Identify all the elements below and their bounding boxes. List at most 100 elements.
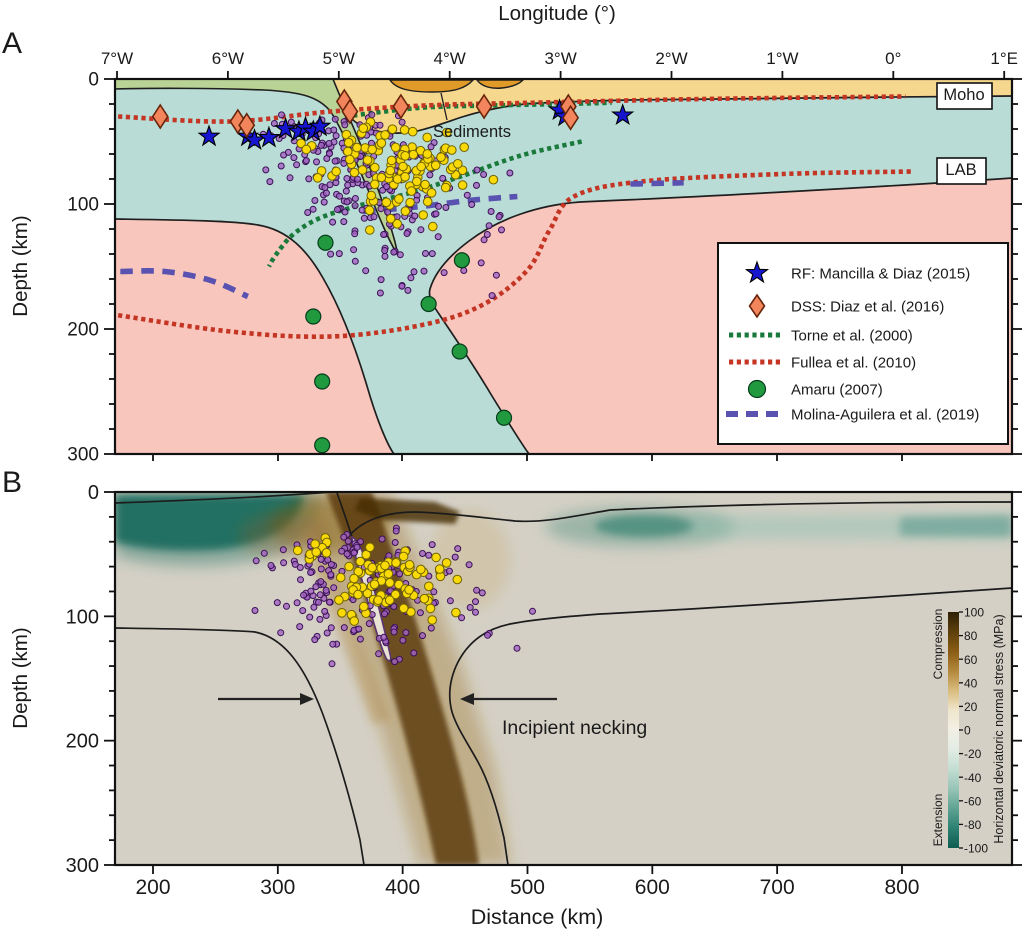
distance-tick-label: 800 <box>884 876 919 899</box>
panel-a-axes: 7°W 6°W 5°W 4°W 3°W 2°W 1°W 0° 1°E 0 100 200 300 <box>67 49 1022 466</box>
rf-star <box>274 116 298 139</box>
lon-tick-label: 1°E <box>990 49 1018 68</box>
lon-tick-label: 6°W <box>212 49 244 68</box>
dss-diamond <box>151 103 169 130</box>
colorbar-compression-label: Compression <box>931 609 945 680</box>
depth-tick-label: 200 <box>66 731 99 753</box>
rf-star <box>308 114 332 137</box>
dss-diamond <box>392 93 410 120</box>
series-circle <box>305 234 513 454</box>
distance-axis-title: Distance (km) <box>471 905 604 929</box>
lab-label: LAB <box>945 161 976 179</box>
legend: RF: Mancilla & Diaz (2015) DSS: Diaz et a… <box>717 242 1009 445</box>
colorbar-tick-label: -100 <box>964 842 988 856</box>
model-contour <box>115 627 365 865</box>
model-contour <box>349 501 1012 536</box>
legend-item-1: RF: Mancilla & Diaz (2015) <box>744 260 970 284</box>
depth-tick-label: 300 <box>66 855 99 877</box>
panel-a: RF: Mancilla & Diaz (2015) DSS: Diaz et a… <box>67 49 1022 466</box>
colorbar-tick-label: -80 <box>964 818 982 832</box>
legend-label: RF: Mancilla & Diaz (2015) <box>791 265 970 282</box>
legend-item-2: DSS: Diaz et al. (2016) <box>748 293 944 319</box>
lon-tick-label: 3°W <box>544 49 576 68</box>
amaru-circle <box>317 234 334 251</box>
colorbar-tick-label: 20 <box>964 700 978 714</box>
colorbar-ticks: 100 80 60 40 20 0 -20 -40 -60 -80 -100 <box>959 606 988 856</box>
lon-tick-label: 1°W <box>766 49 798 68</box>
amaru-circle <box>314 437 331 454</box>
seismicity-cluster-yellow <box>292 533 463 626</box>
sediment-basin <box>388 79 475 93</box>
colorbar-tick-label: 0 <box>964 724 971 738</box>
lon-tick-label: 0° <box>885 49 901 68</box>
legend-item-3: Torne et al. (2000) <box>729 327 913 344</box>
distance-tick-label: 200 <box>135 876 170 899</box>
seismicity-cluster-yellow <box>296 117 499 235</box>
legend-label: Fullea et al. (2010) <box>791 354 916 371</box>
moho-label: Moho <box>943 86 984 104</box>
colorbar-tick-label: 100 <box>964 606 984 620</box>
amaru-circle <box>451 343 468 360</box>
panel-a-letter: A <box>2 27 22 60</box>
rf-star <box>197 124 221 147</box>
legend-item-4: Fullea et al. (2010) <box>729 354 916 371</box>
colorbar-tick-label: -60 <box>964 794 982 808</box>
amaru-circle <box>495 409 513 426</box>
panel-b-stress-field <box>115 492 1012 865</box>
lab-label-box <box>936 157 987 185</box>
colorbar-tick-label: 80 <box>964 629 978 643</box>
lon-tick-label: 5°W <box>323 49 355 68</box>
dss-diamond <box>562 104 580 131</box>
depth-axis-title-b: Depth (km) <box>9 627 32 728</box>
necking-arrow-right <box>460 693 557 705</box>
depth-axis-title-a: Depth (km) <box>9 215 32 316</box>
depth-tick-label: 0 <box>88 70 99 91</box>
legend-item-6: Molina-Aguilera et al. (2019) <box>726 406 979 423</box>
panel-b-letter: B <box>2 466 22 499</box>
moho-label-box <box>936 82 993 110</box>
longitude-axis-title: Longitude (°) <box>498 2 616 25</box>
distance-tick-label: 500 <box>510 876 545 899</box>
dss-diamond <box>475 93 493 120</box>
colorbar-tick-label: -20 <box>964 747 982 761</box>
sediment-basin <box>475 79 525 89</box>
model-contour <box>115 492 333 504</box>
colorbar-title: Horizontal deviatoric normal stress (MPa… <box>992 614 1006 843</box>
rf-star <box>257 125 281 148</box>
distance-tick-label: 300 <box>260 876 295 899</box>
rf-star <box>611 103 635 126</box>
lon-tick-label: 7°W <box>101 49 133 68</box>
amaru-circle <box>420 295 437 313</box>
necking-arrow-left <box>218 693 314 705</box>
dss-diamond <box>238 112 256 139</box>
distance-tick-label: 400 <box>385 876 420 899</box>
sediments-arrow <box>440 92 448 121</box>
amaru-circle <box>305 308 322 325</box>
legend-label: Torne et al. (2000) <box>791 327 913 344</box>
amaru-circle <box>453 252 470 269</box>
panel-a-annotations: Sediments Moho LAB <box>433 82 993 185</box>
distance-tick-label: 600 <box>635 876 670 899</box>
curve-fullea <box>117 94 914 340</box>
panel-b-annotations: Incipient necking 100 80 60 40 20 0 -20 -40 -60 -… <box>218 606 1006 856</box>
depth-tick-label: 0 <box>88 482 99 504</box>
colorbar-tick-label: 40 <box>964 676 978 690</box>
incipient-necking-label: Incipient necking <box>502 717 647 739</box>
lon-tick-label: 4°W <box>434 49 466 68</box>
depth-tick-label: 100 <box>67 195 99 216</box>
colorbar-extension-label: Extension <box>931 794 945 847</box>
lon-tick-label: 2°W <box>655 49 687 68</box>
sediments-label: Sediments <box>433 123 511 141</box>
dss-diamond <box>341 98 359 125</box>
distance-tick-label: 700 <box>760 876 795 899</box>
legend-label: Molina-Aguilera et al. (2019) <box>791 406 979 423</box>
depth-tick-label: 300 <box>67 445 99 466</box>
depth-tick-label: 200 <box>67 320 99 341</box>
series-diamond <box>151 88 580 139</box>
colorbar-tick-label: 60 <box>964 653 978 667</box>
colorbar <box>948 612 959 848</box>
amaru-circle <box>314 373 331 390</box>
